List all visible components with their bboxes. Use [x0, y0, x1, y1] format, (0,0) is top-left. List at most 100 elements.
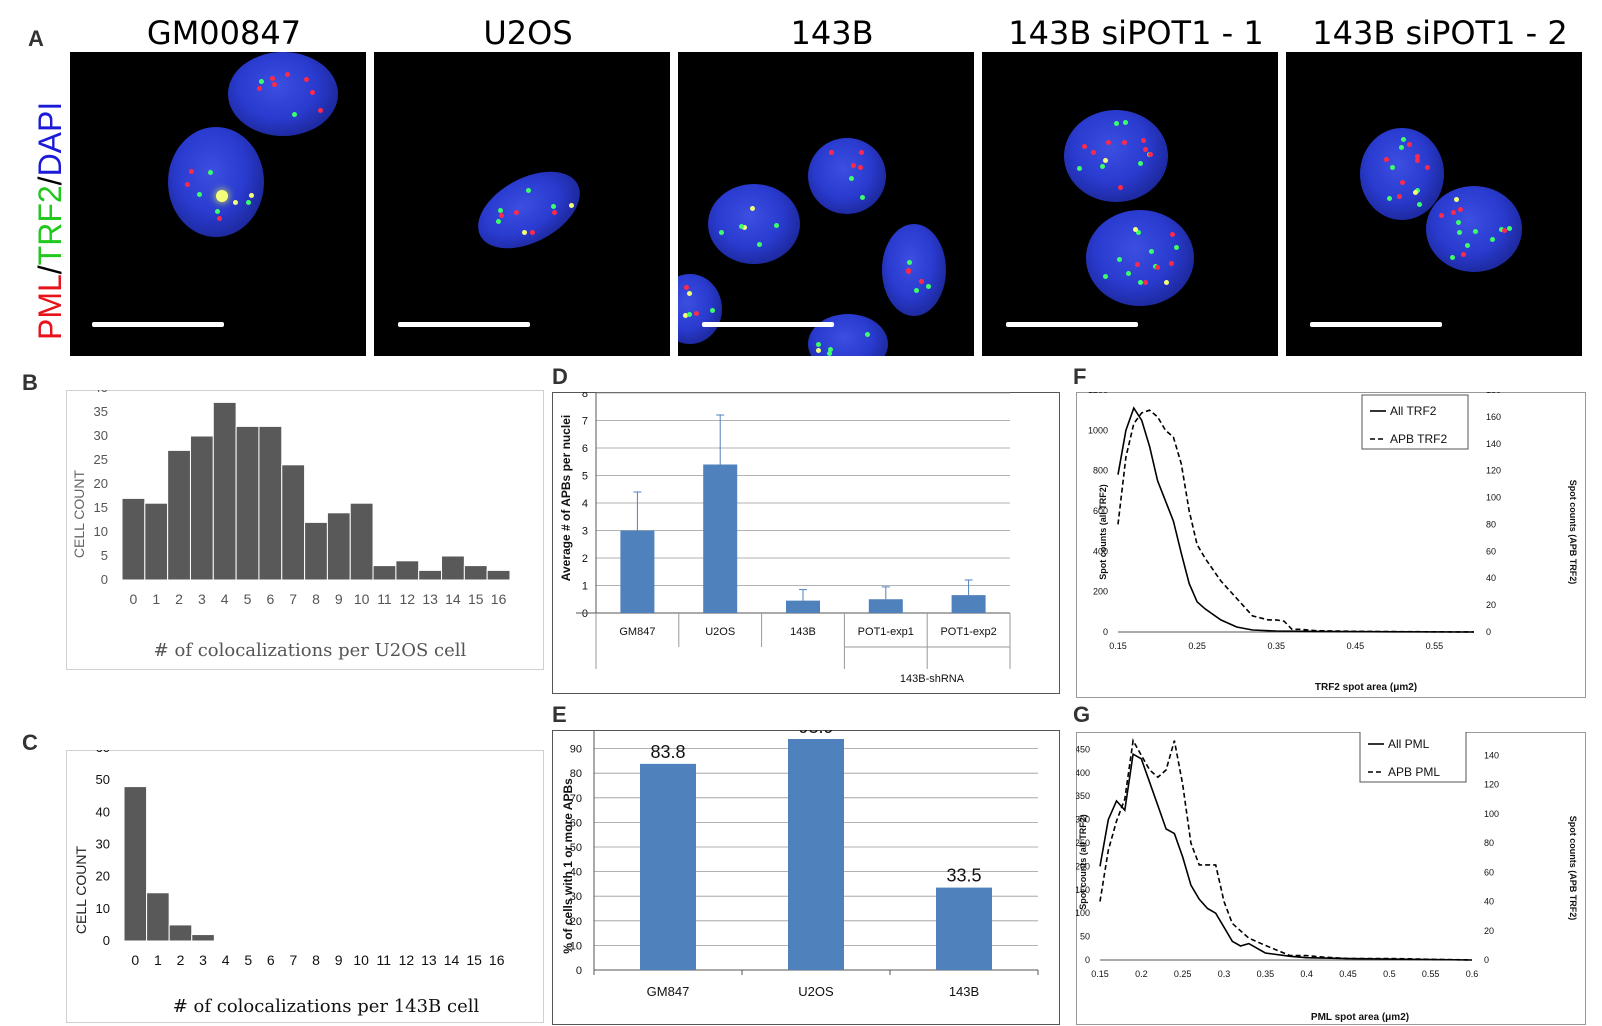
- fluorescent-focus: [1126, 271, 1132, 277]
- fluorescent-focus: [913, 287, 919, 293]
- fluorescent-focus: [258, 79, 264, 85]
- y2-tick-label: 140: [1484, 750, 1499, 760]
- fluorescent-focus: [1122, 140, 1128, 146]
- y-tick-label: 60: [96, 750, 110, 755]
- fluorescent-focus: [1154, 265, 1160, 271]
- histogram-bar: [258, 425, 283, 581]
- x-tick-label: 11: [377, 591, 392, 607]
- fluorescent-focus: [185, 181, 191, 187]
- y2-axis-label: Spot counts (APB TRF2): [1568, 480, 1578, 585]
- y2-tick-label: 60: [1484, 867, 1494, 877]
- fluorescent-focus: [1136, 230, 1142, 236]
- y-tick-label: 5: [101, 548, 108, 563]
- fluorescent-focus: [318, 107, 324, 113]
- micrograph-gm00847: [70, 52, 366, 356]
- y-tick-label: 1000: [1088, 425, 1108, 435]
- fluorescent-focus: [232, 200, 238, 206]
- y-axis-label: CELL COUNT: [73, 845, 89, 934]
- stain-separator: /: [32, 265, 68, 275]
- fluorescent-focus: [683, 285, 689, 291]
- y2-tick-label: 0: [1484, 955, 1489, 965]
- percent-bar: [936, 887, 992, 970]
- data-label: 83.8: [650, 742, 685, 762]
- histogram-bar: [191, 934, 215, 942]
- y-tick-label: 0: [576, 965, 582, 977]
- y-tick-label: 100: [564, 730, 582, 731]
- y-tick-label: 30: [96, 837, 110, 852]
- histogram-bar: [123, 786, 148, 942]
- fluorescent-focus: [774, 222, 780, 228]
- x-tick-label: 13: [422, 591, 438, 607]
- fluorescent-focus: [1507, 225, 1513, 231]
- histogram-bar: [463, 565, 488, 581]
- series-line: [1117, 409, 1475, 633]
- fluorescent-focus: [1142, 147, 1148, 153]
- y-tick-label: 20: [96, 869, 110, 884]
- y-tick-label: 0: [101, 572, 108, 587]
- fluorescent-focus: [1117, 256, 1123, 262]
- panel-letter-c: C: [22, 730, 38, 755]
- histogram-bar: [304, 521, 328, 581]
- y-tick-label: 15: [94, 500, 108, 515]
- y2-tick-label: 180: [1486, 392, 1501, 395]
- fluorescent-focus: [1383, 157, 1389, 163]
- fluorescent-focus: [1400, 136, 1406, 142]
- fluorescent-focus: [1473, 228, 1479, 234]
- fluorescent-focus: [1077, 165, 1083, 171]
- fluorescent-focus: [1147, 152, 1153, 158]
- x-tick-label: 0.15: [1109, 641, 1127, 651]
- x-tick-label: 0.45: [1339, 969, 1357, 979]
- y-tick-label: 10: [94, 524, 108, 539]
- fluorescent-focus: [1453, 197, 1459, 203]
- fluorescent-focus: [1142, 279, 1148, 285]
- x-tick-label: U2OS: [705, 626, 735, 638]
- fluorescent-focus: [848, 176, 854, 182]
- panel-letter-f: F: [1073, 364, 1087, 389]
- x-tick-label: 4: [221, 591, 229, 607]
- histogram-bar: [486, 569, 511, 581]
- y-tick-label: 600: [1093, 506, 1108, 516]
- x-tick-label: 0.55: [1426, 641, 1444, 651]
- x-tick-label: 143B: [949, 984, 979, 999]
- x-tick-label: 15: [466, 952, 482, 968]
- fluorescent-focus: [1398, 145, 1404, 151]
- y-tick-label: 80: [570, 768, 582, 780]
- fluorescent-focus: [1100, 164, 1106, 170]
- chart-c: 0102030405060012345678910111213141516 # …: [66, 750, 544, 1023]
- fluorescent-focus: [827, 347, 833, 353]
- fluorescent-focus: [829, 150, 835, 156]
- y-tick-label: 25: [94, 452, 108, 467]
- fluorescent-focus: [1137, 161, 1143, 167]
- fluorescent-focus: [739, 224, 745, 230]
- fluorescent-focus: [1117, 185, 1123, 191]
- apb-bar: [868, 599, 903, 613]
- histogram-bar: [168, 924, 193, 942]
- fluorescent-focus: [1169, 261, 1175, 267]
- legend-label: All TRF2: [1390, 404, 1437, 418]
- fluorescent-focus: [683, 313, 689, 318]
- histogram-bar: [349, 502, 374, 581]
- fluorescent-focus: [1460, 252, 1466, 258]
- fluorescent-focus: [1149, 248, 1155, 254]
- x-axis-label: # of colocalizations per U2OS cell: [154, 640, 467, 661]
- fluorescent-focus: [865, 332, 871, 338]
- x-tick-label: 5: [244, 952, 252, 968]
- data-label: 93.9: [798, 730, 833, 737]
- fluorescent-focus: [284, 72, 290, 78]
- fluorescent-focus: [214, 209, 220, 215]
- y-tick-label: 0: [582, 608, 588, 620]
- y-tick-label: 20: [570, 916, 582, 928]
- y2-tick-label: 160: [1486, 412, 1501, 422]
- x-tick-label: 0.25: [1188, 641, 1206, 651]
- fluorescent-focus: [1417, 201, 1423, 207]
- fluorescent-focus: [530, 229, 536, 235]
- stain-label-trf2: TRF2: [32, 185, 68, 266]
- fluorescent-focus: [216, 215, 222, 221]
- x-tick-label: 9: [335, 591, 343, 607]
- fluorescent-focus: [1502, 227, 1508, 233]
- x-tick-label: 6: [267, 952, 275, 968]
- y-tick-label: 250: [1076, 838, 1090, 848]
- x-axis-label: PML spot area (μm2): [1311, 1012, 1409, 1023]
- fluorescent-focus: [757, 241, 762, 247]
- y2-tick-label: 20: [1486, 600, 1496, 610]
